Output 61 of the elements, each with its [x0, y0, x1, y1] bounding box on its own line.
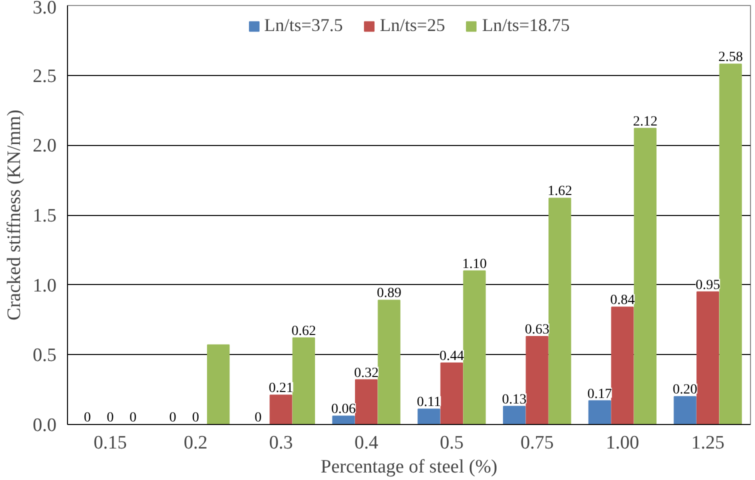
data-label: 1.62: [548, 184, 572, 200]
legend-label: Ln/ts=18.75: [482, 15, 570, 36]
data-label: 0.89: [376, 286, 402, 302]
bar: [674, 396, 696, 424]
bar: [270, 394, 292, 424]
legend-label: Ln/ts=37.5: [264, 15, 343, 36]
bar: [696, 291, 720, 424]
y-tick-label: 0.0: [32, 415, 56, 436]
data-label: 0.95: [696, 278, 720, 293]
x-tick-label: 1.25: [691, 432, 724, 454]
data-label: 0: [169, 410, 176, 426]
x-tick-label: 1.00: [606, 432, 640, 454]
data-label: 0.17: [587, 386, 612, 402]
bar: [378, 300, 400, 424]
data-label: 0.63: [524, 322, 550, 338]
y-tick-label: 0.5: [32, 345, 56, 366]
data-label: 0.06: [331, 402, 356, 418]
data-label: 0: [254, 410, 262, 426]
bar: [292, 337, 316, 424]
data-label: 0: [129, 410, 136, 426]
bar: [719, 64, 742, 424]
data-label: 0.11: [416, 395, 441, 410]
bar: [588, 400, 611, 424]
data-label: 1.10: [462, 256, 487, 272]
data-label: 0.21: [268, 381, 294, 396]
x-tick-label: 0.4: [354, 432, 379, 454]
y-axis-title: Cracked stiffness (KN/mm): [4, 110, 25, 320]
x-tick-label: 0.75: [520, 432, 554, 454]
data-label: 2.12: [632, 114, 658, 130]
x-tick-label: 0.3: [269, 432, 293, 454]
bar: [418, 408, 440, 424]
bar: [548, 198, 572, 424]
bar: [332, 416, 355, 424]
bar: [463, 270, 486, 424]
data-label: 0: [84, 410, 91, 426]
bar: [526, 336, 548, 424]
y-tick-label: 1.5: [32, 206, 56, 226]
bar: [634, 128, 657, 424]
bar: [440, 362, 463, 424]
bar: [355, 379, 378, 424]
data-label: 0.20: [672, 382, 698, 398]
x-tick-label: 0.5: [440, 432, 464, 454]
legend-label: Ln/ts=25: [380, 15, 446, 36]
data-label: 0: [106, 410, 114, 426]
data-label: 0.84: [610, 293, 635, 308]
data-label: 0.13: [502, 392, 527, 408]
data-label: 0.62: [291, 324, 316, 339]
bar: [207, 344, 230, 424]
y-tick-label: 2.5: [32, 66, 56, 87]
x-tick-label: 0.15: [94, 432, 127, 454]
data-label: 2.58: [718, 50, 743, 66]
x-tick-label: 0.2: [184, 432, 208, 454]
bar: [502, 406, 526, 424]
y-tick-label: 2.0: [32, 136, 56, 157]
data-label: 0: [192, 410, 200, 426]
y-tick-label: 3.0: [32, 0, 56, 18]
data-label: 0.32: [354, 366, 379, 381]
bar: [611, 306, 634, 424]
data-label: 0.44: [439, 349, 464, 364]
x-axis-title: Percentage of steel (%): [320, 456, 498, 478]
y-tick-label: 1.0: [32, 275, 56, 296]
